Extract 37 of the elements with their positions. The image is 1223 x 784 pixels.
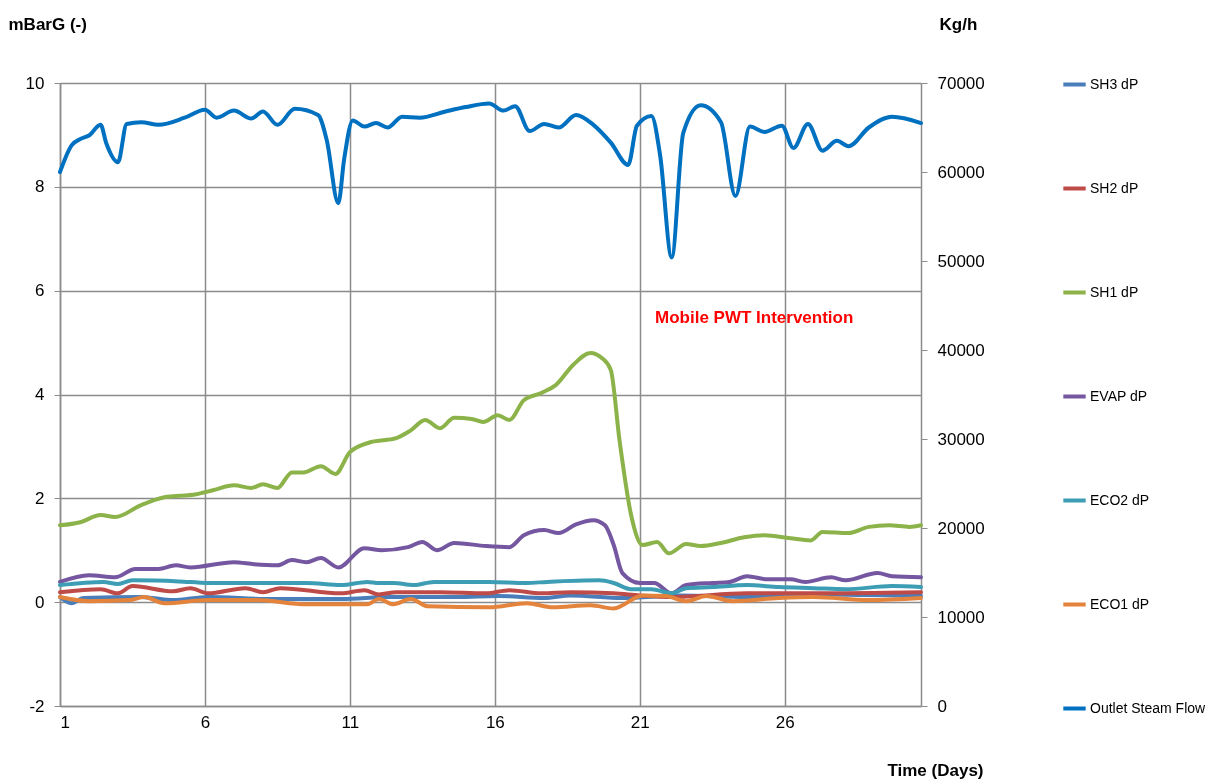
x-axis-title: Time (Days) — [887, 760, 984, 780]
y2-tick-label: 40000 — [937, 340, 985, 360]
y2-tick-label: 60000 — [937, 162, 985, 182]
legend-label: EVAP dP — [1090, 387, 1148, 404]
legend-label: Outlet Steam Flow — [1090, 699, 1207, 716]
legend-label: SH3 dP — [1090, 75, 1139, 92]
legend-label: SH1 dP — [1090, 283, 1139, 300]
x-tick-label: 11 — [341, 712, 360, 732]
line-series — [58, 584, 923, 599]
y2-axis-title: Kg/h — [939, 14, 978, 34]
x-tick-label: 21 — [630, 712, 650, 732]
y-tick-label: 2 — [35, 488, 45, 508]
y-tick-label: -2 — [29, 696, 45, 716]
y2-tick-label: 30000 — [937, 429, 985, 449]
y2-tick-label: 20000 — [937, 518, 985, 538]
y2-tick-label: 50000 — [937, 251, 985, 271]
y2-tick-label: 0 — [937, 696, 947, 716]
line-series — [58, 350, 923, 556]
x-tick-label: 16 — [485, 712, 505, 732]
y-tick-label: 8 — [35, 177, 45, 197]
y-tick-label: 4 — [35, 385, 45, 404]
legend-label: ECO1 dP — [1090, 595, 1150, 612]
y2-tick-label: 70000 — [937, 73, 985, 93]
y-tick-label: 6 — [35, 281, 45, 301]
x-tick-label: 6 — [200, 712, 211, 732]
y-axis-title: mBarG (-) — [8, 14, 87, 34]
y-tick-label: 0 — [35, 592, 45, 612]
line-series — [58, 593, 923, 611]
line-series — [58, 578, 923, 596]
legend-label: ECO2 dP — [1090, 491, 1150, 508]
legend-label: SH2 dP — [1090, 179, 1139, 196]
annotation: Mobile PWT Intervention — [655, 308, 854, 327]
y2-tick-label: 10000 — [937, 607, 985, 627]
x-tick-label: 1 — [60, 712, 70, 732]
line-series — [58, 101, 923, 260]
y-tick-label: 10 — [25, 73, 45, 93]
x-tick-label: 26 — [775, 712, 795, 732]
